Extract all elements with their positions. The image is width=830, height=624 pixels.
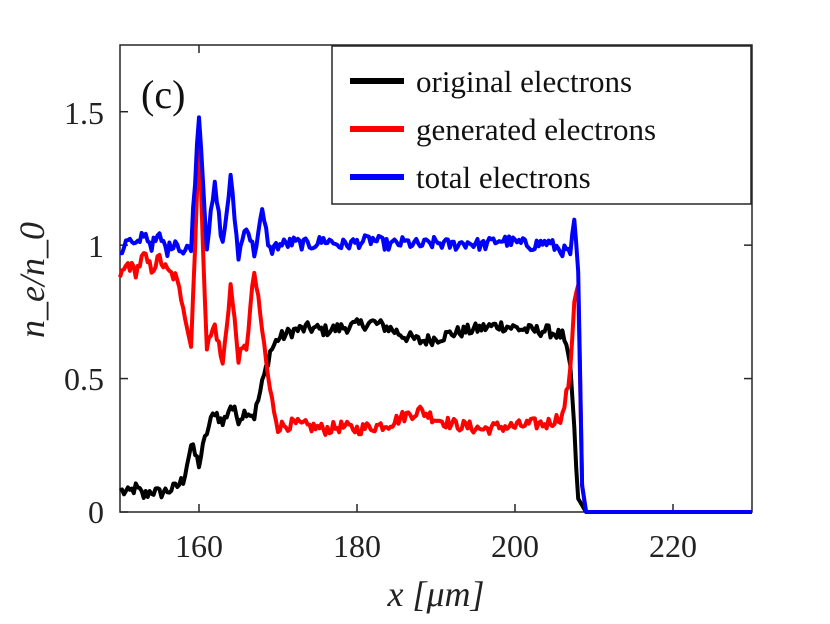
legend: original electrons generated electrons t…: [331, 45, 752, 205]
series-layer: [118, 115, 752, 514]
x-axis-label: x [μm]: [386, 574, 484, 614]
series-line-total: [119, 115, 752, 514]
y-tick-label: 0: [88, 494, 104, 530]
x-tick-label: 160: [175, 528, 223, 564]
legend-label-total: total electrons: [416, 160, 591, 195]
legend-label-generated: generated electrons: [416, 112, 656, 147]
x-tick-label: 200: [491, 528, 539, 564]
y-axis-label: n_e/n_0: [12, 222, 52, 338]
y-tick-label: 0.5: [64, 361, 104, 397]
y-tick-label: 1.5: [64, 95, 104, 131]
x-tick-label: 180: [333, 528, 381, 564]
panel-label: (c): [141, 72, 185, 117]
legend-label-original: original electrons: [416, 64, 632, 99]
y-tick-label: 1: [88, 228, 104, 264]
x-tick-label: 220: [649, 528, 697, 564]
